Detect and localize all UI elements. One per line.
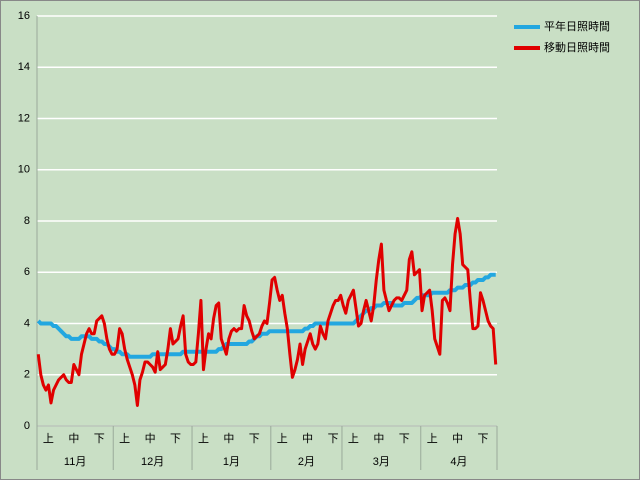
x-tick-label: 中 xyxy=(68,432,79,445)
legend-label: 移動日照時間 xyxy=(544,40,610,54)
y-tick-label: 4 xyxy=(24,317,30,329)
x-tick-label: 下 xyxy=(249,433,260,445)
group-label: 12月 xyxy=(141,456,164,468)
y-tick-label: 8 xyxy=(24,215,30,227)
x-tick-label: 上 xyxy=(277,432,288,445)
x-tick-label: 上 xyxy=(348,432,359,445)
x-tick-label: 下 xyxy=(328,433,339,445)
group-label: 11月 xyxy=(64,456,86,468)
x-tick-label: 下 xyxy=(478,433,489,445)
x-tick-label: 中 xyxy=(302,432,313,445)
y-tick-label: 14 xyxy=(18,61,30,73)
y-tick-label: 16 xyxy=(18,10,30,22)
y-tick-label: 0 xyxy=(24,420,30,432)
x-tick-label: 上 xyxy=(198,432,209,445)
x-tick-label: 上 xyxy=(119,432,130,445)
series-line xyxy=(36,216,498,407)
x-tick-label: 中 xyxy=(373,432,384,445)
x-tick-label: 中 xyxy=(452,432,463,445)
x-tick-label: 下 xyxy=(94,433,105,445)
group-label: 1月 xyxy=(223,456,240,468)
y-tick-label: 10 xyxy=(18,164,30,176)
group-label: 4月 xyxy=(450,456,467,468)
y-tick-label: 2 xyxy=(24,369,30,381)
x-tick-label: 上 xyxy=(427,432,438,445)
x-tick-label: 上 xyxy=(43,432,54,445)
legend-label: 平年日照時間 xyxy=(544,19,610,33)
x-tick-label: 下 xyxy=(170,433,181,445)
x-tick-label: 下 xyxy=(399,433,410,445)
group-label: 2月 xyxy=(298,456,315,468)
y-tick-label: 12 xyxy=(18,112,30,124)
series-line xyxy=(36,272,496,359)
group-label: 3月 xyxy=(373,456,390,468)
y-tick-label: 6 xyxy=(24,266,30,278)
x-tick-label: 中 xyxy=(223,432,234,445)
x-tick-label: 中 xyxy=(145,432,156,445)
